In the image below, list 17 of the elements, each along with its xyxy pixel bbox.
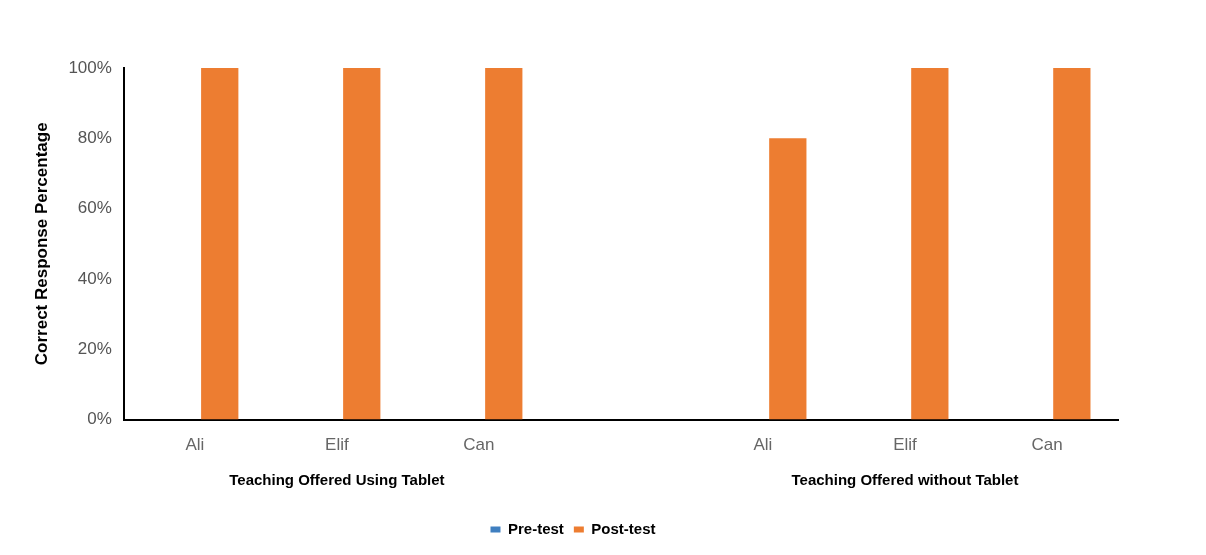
x-tick-label: Can [1031, 435, 1063, 455]
y-tick-label: 40% [77, 268, 112, 288]
y-tick-label: 80% [77, 128, 112, 148]
y-tick-label: 60% [77, 198, 112, 218]
text: Teaching Offered Using Tablet [229, 471, 445, 489]
legend-label: Post-test [591, 519, 656, 537]
y-axis-title: Correct Response Percentage [31, 122, 51, 366]
x-tick-label: Elif [893, 435, 918, 455]
text: Teaching Offered without Tablet [791, 471, 1019, 489]
x-tick-label: Ali [185, 435, 205, 455]
y-tick-label: 100% [68, 57, 112, 77]
x-tick-label: Ali [753, 435, 773, 455]
x-tick-label: Can [463, 435, 495, 455]
y-tick-label: 20% [77, 338, 112, 358]
legend-label: Pre-test [507, 519, 564, 537]
y-tick-label: 0% [87, 409, 112, 429]
x-tick-label: Elif [325, 435, 349, 455]
